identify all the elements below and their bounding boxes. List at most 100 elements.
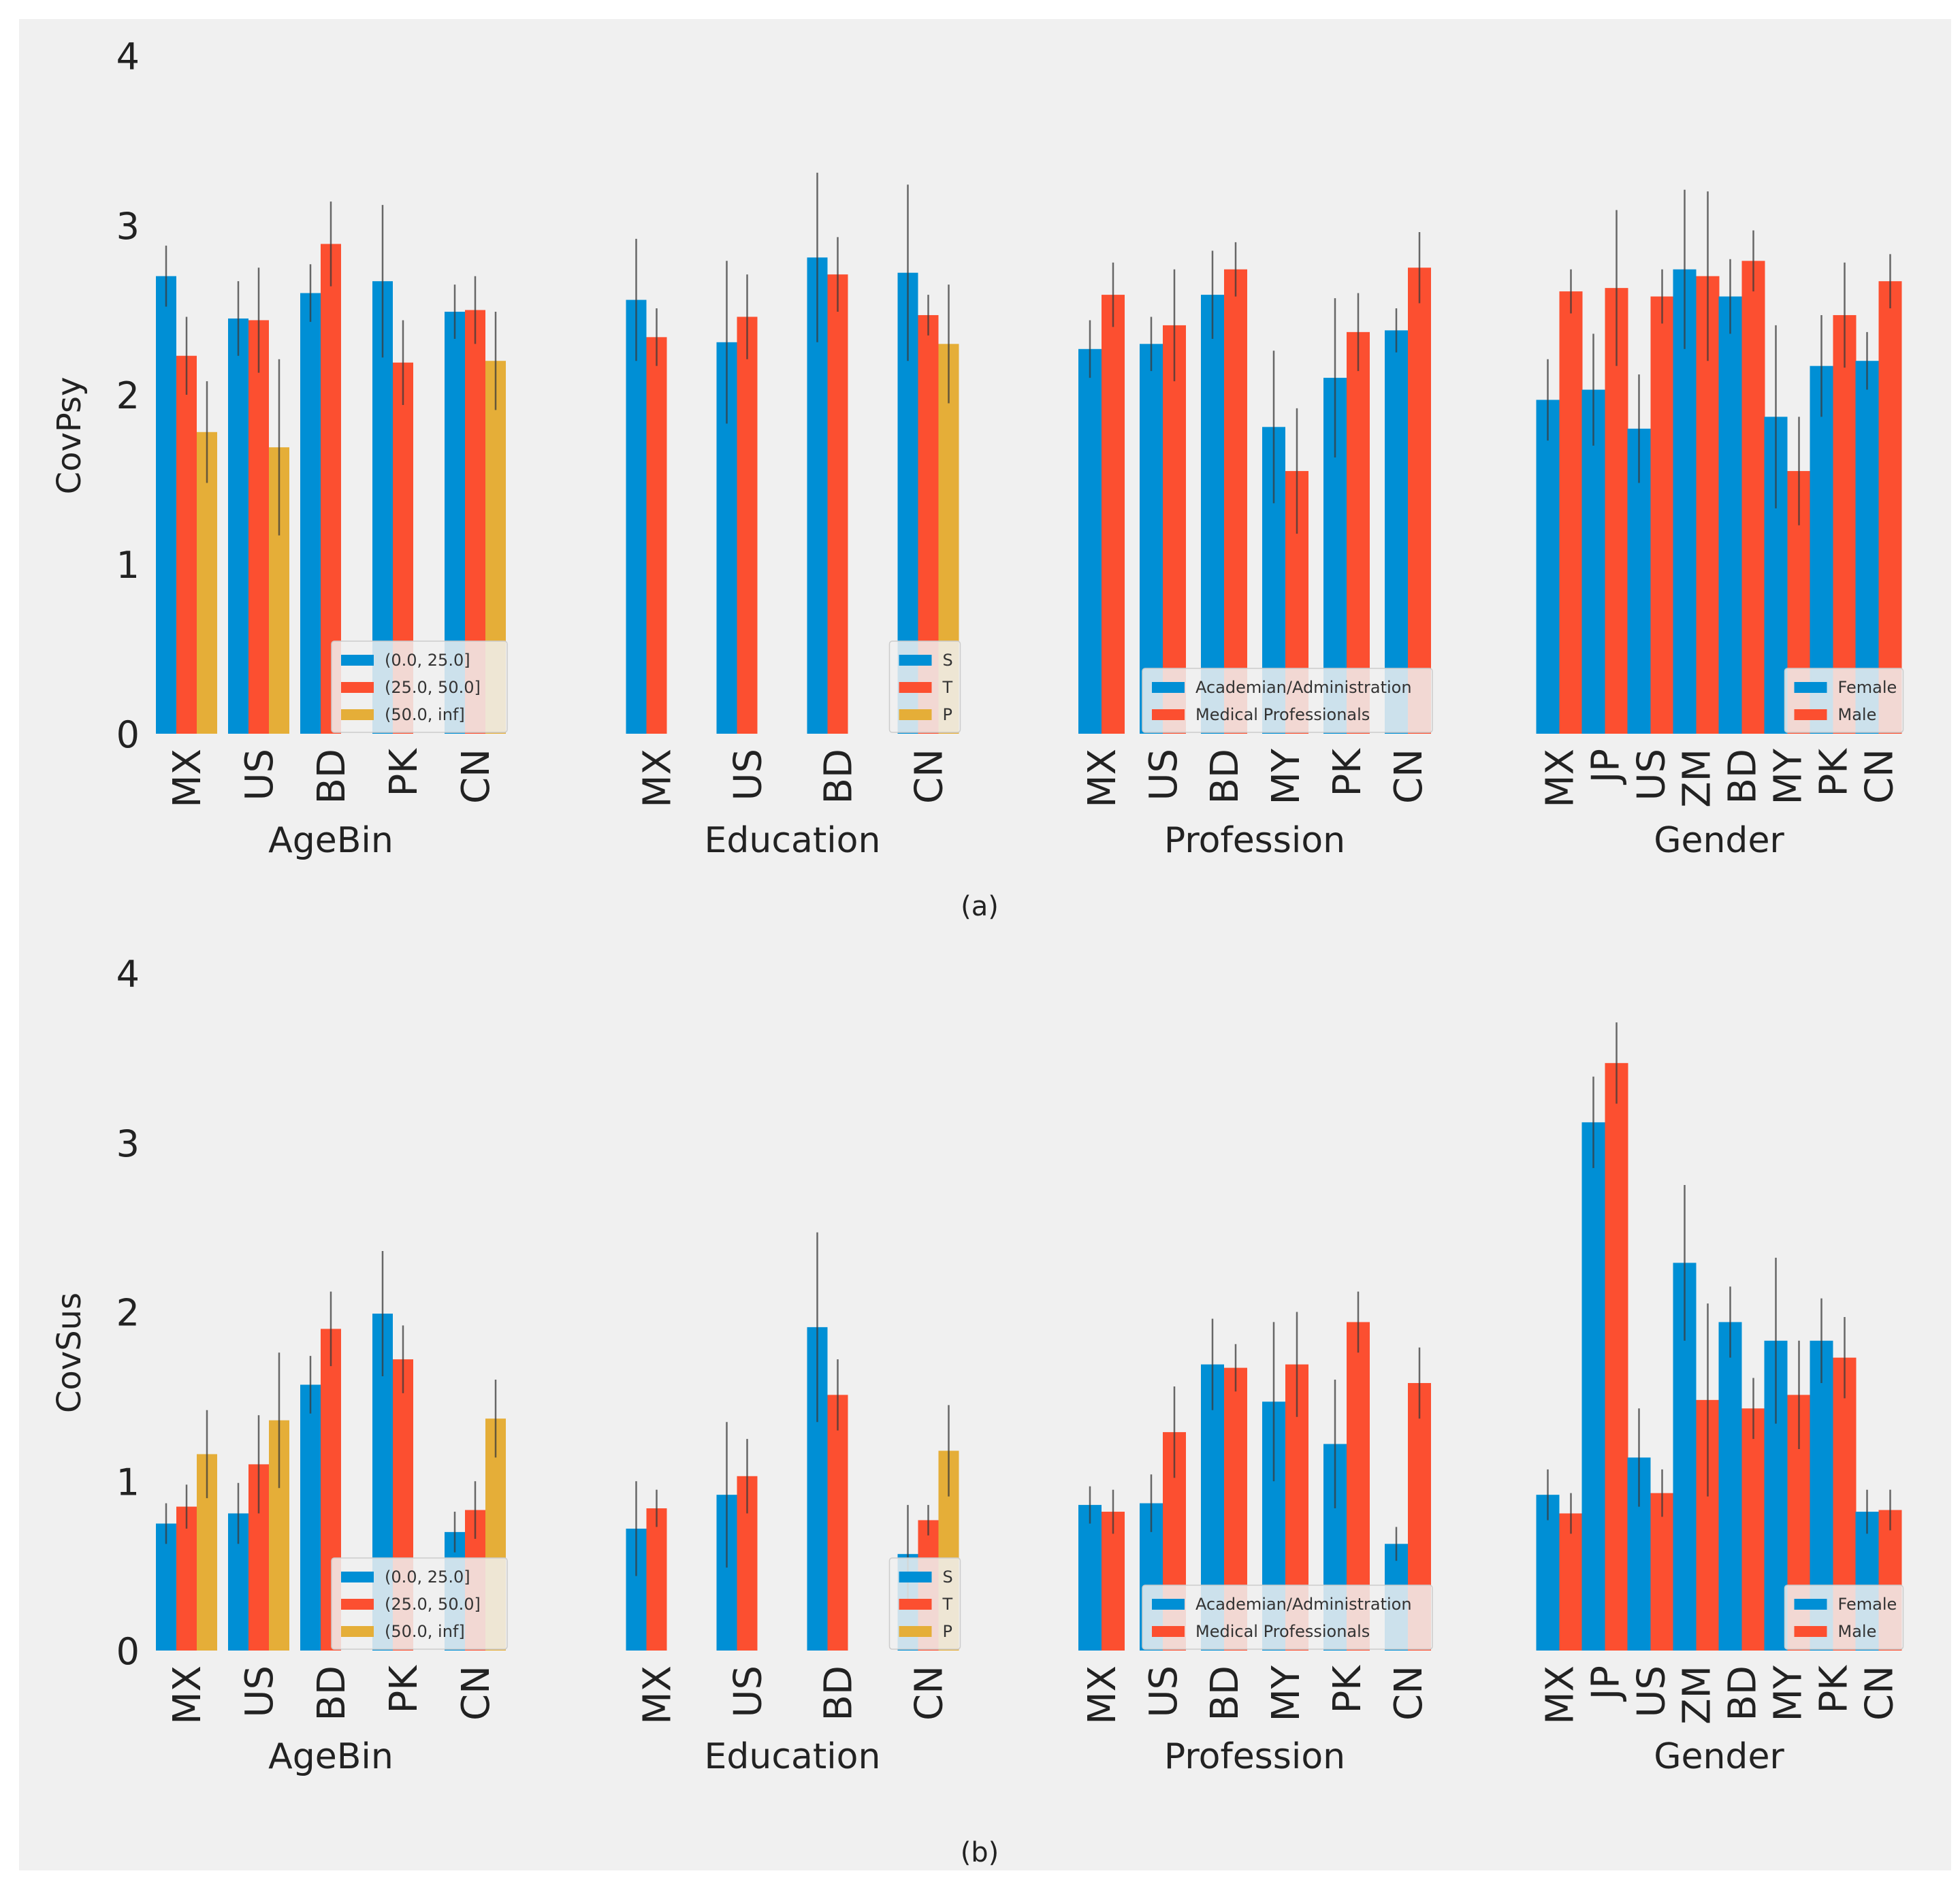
y-tick-label: 1: [116, 1461, 140, 1504]
y-tick-label: 4: [116, 35, 140, 78]
category-tick-label: PK: [1812, 748, 1857, 797]
legend-gender: Female Male: [1784, 668, 1904, 733]
legend-entry-label: (0.0, 25.0]: [385, 1568, 470, 1587]
legend-swatch-blue: [341, 1572, 374, 1582]
legend-entry-label: Academian/Administration: [1195, 1595, 1412, 1614]
legend-entry-label: Academian/Administration: [1195, 678, 1412, 697]
legend-swatch-blue: [899, 655, 932, 666]
bar-profession-cn-s1: [1408, 267, 1431, 734]
bar-gender-us-s1: [1650, 1493, 1674, 1651]
y-tick-label: 0: [116, 713, 140, 756]
legend-box: [1142, 1585, 1433, 1650]
category-tick-label: MY: [1767, 1665, 1811, 1721]
group-education: MX US BD CN Education STP: [626, 172, 961, 861]
legend-entry-label: (25.0, 50.0]: [385, 1595, 481, 1614]
y-tick-label: 0: [116, 1630, 140, 1673]
legend-swatch-blue: [1152, 1599, 1185, 1610]
bar-agebin-bd-s0: [300, 1384, 321, 1651]
legend-entry-label: Male: [1838, 1622, 1877, 1641]
category-tick-label: PK: [382, 1665, 426, 1714]
category-tick-label: BD: [817, 1666, 861, 1721]
legend-gender: Female Male: [1784, 1585, 1904, 1650]
legend-education: STP: [888, 640, 961, 733]
legend-agebin: (0.0, 25.0] (25.0, 50.0] (50.0, inf]: [331, 1557, 508, 1650]
category-tick-label: CN: [907, 749, 952, 804]
legend-swatch-blue: [1794, 682, 1827, 693]
category-tick-label: MX: [1539, 749, 1583, 808]
legend-swatch-yellow: [341, 709, 374, 720]
category-tick-label: US: [1142, 1666, 1186, 1718]
bar-profession-mx-s0: [1078, 348, 1102, 734]
bar-gender-bd-s0: [1718, 1322, 1742, 1651]
legend-entry-label: Medical Professionals: [1195, 705, 1370, 724]
category-tick-label: PK: [1326, 748, 1370, 797]
legend-box: [1142, 668, 1433, 733]
legend-box: [331, 640, 508, 733]
legend-profession: Academian/Administration Medical Professi…: [1142, 668, 1433, 733]
category-tick-label: BD: [1721, 749, 1765, 805]
legend-entry-label: (50.0, inf]: [385, 1622, 465, 1641]
legend-entry-label: (25.0, 50.0]: [385, 678, 481, 697]
bar-agebin-mx-s0: [156, 1523, 176, 1651]
category-tick-label: MX: [636, 749, 680, 808]
bar-education-us-s1: [737, 316, 758, 734]
group-axis-label: AgeBin: [268, 820, 393, 861]
bar-profession-bd-s1: [1224, 269, 1247, 734]
legend-swatch-red: [1152, 709, 1185, 720]
category-tick-label: BD: [1203, 749, 1247, 805]
legend-box: [331, 1557, 508, 1650]
panel-caption: (b): [961, 1837, 999, 1868]
category-tick-label: CN: [1858, 749, 1902, 804]
category-tick-label: CN: [907, 1666, 952, 1721]
category-tick-label: PK: [382, 748, 426, 797]
legend-entry-label: P: [943, 705, 952, 724]
legend-swatch-red: [341, 682, 374, 693]
bar-profession-mx-s1: [1102, 1512, 1125, 1651]
legend-swatch-red: [1794, 709, 1827, 720]
legend-swatch-blue: [341, 655, 374, 666]
category-tick-label: US: [1630, 1666, 1674, 1718]
category-tick-label: US: [1630, 749, 1674, 801]
category-tick-label: US: [238, 749, 282, 801]
category-tick-label: CN: [1858, 1666, 1902, 1721]
category-tick-label: ZM: [1675, 749, 1720, 808]
category-tick-label: MY: [1264, 1665, 1308, 1721]
legend-entry-label: S: [943, 651, 953, 670]
group-education: MX US BD CN Education STP: [626, 1232, 961, 1777]
bar-gender-mx-s1: [1559, 291, 1583, 734]
category-tick-label: PK: [1326, 1665, 1370, 1714]
group-gender: MX JP US ZM BD MY PK CN Gender Female Male: [1536, 189, 1904, 861]
bar-gender-jp-s0: [1581, 1122, 1605, 1651]
bar-gender-cn-s1: [1878, 281, 1902, 734]
category-tick-label: MX: [1080, 1666, 1125, 1725]
legend-entry-label: P: [943, 1622, 952, 1641]
legend-swatch-red: [1152, 1626, 1185, 1637]
category-tick-label: JP: [1584, 1666, 1628, 1702]
y-tick-label: 4: [116, 953, 140, 996]
bar-profession-bd-s0: [1201, 295, 1224, 734]
category-tick-label: BD: [817, 749, 861, 805]
legend-agebin: (0.0, 25.0] (25.0, 50.0] (50.0, inf]: [331, 640, 508, 733]
group-axis-label: AgeBin: [268, 1736, 393, 1777]
category-tick-label: US: [726, 1666, 771, 1718]
category-tick-label: MX: [1539, 1666, 1583, 1725]
legend-swatch-red: [1794, 1626, 1827, 1637]
bar-gender-mx-s0: [1536, 1495, 1560, 1651]
category-tick-label: US: [726, 749, 771, 801]
group-axis-label: Gender: [1654, 820, 1784, 861]
group-axis-label: Profession: [1164, 820, 1345, 861]
legend-swatch-blue: [899, 1572, 932, 1582]
group-axis-label: Education: [705, 820, 881, 861]
bar-education-mx-s1: [646, 337, 667, 734]
category-tick-label: ZM: [1675, 1666, 1720, 1725]
bar-profession-mx-s1: [1102, 295, 1125, 734]
category-tick-label: MY: [1767, 748, 1811, 805]
group-axis-label: Gender: [1654, 1736, 1784, 1777]
bar-profession-mx-s0: [1078, 1505, 1102, 1651]
bar-agebin-us-s1: [248, 320, 269, 734]
